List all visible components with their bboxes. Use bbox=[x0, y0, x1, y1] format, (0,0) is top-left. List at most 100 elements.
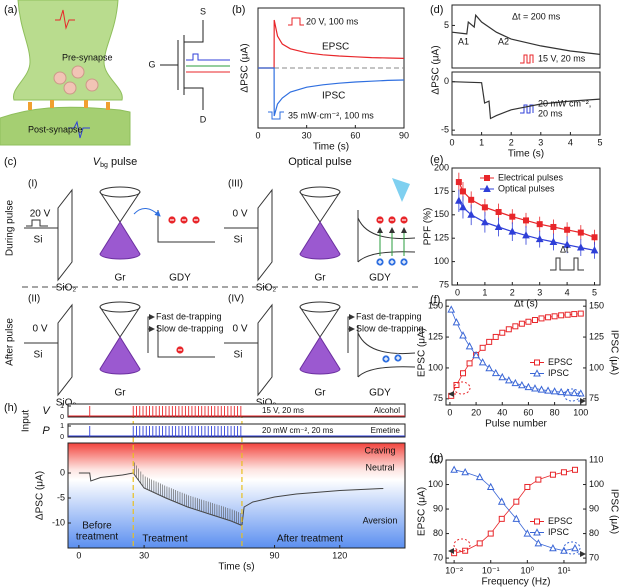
cell-gr: Gr bbox=[114, 388, 126, 399]
data-point bbox=[535, 234, 544, 243]
y2-axis-label: IPSC (μA) bbox=[608, 489, 619, 534]
data-point bbox=[531, 384, 539, 392]
y-tick-label: -5 bbox=[441, 125, 449, 135]
y-axis-label: EPSC (μA) bbox=[417, 487, 428, 536]
data-point bbox=[504, 376, 513, 384]
data-point bbox=[557, 387, 565, 396]
substrate bbox=[57, 188, 73, 282]
input-tick-label: 0 bbox=[60, 414, 64, 421]
y-axis-label: ΔPSC (μA) bbox=[35, 471, 46, 520]
data-point bbox=[478, 358, 487, 366]
dirac-cone-lower bbox=[99, 221, 141, 260]
data-point bbox=[472, 350, 480, 359]
input-tick-label: 0 bbox=[60, 434, 64, 441]
dirac-cone-top bbox=[299, 301, 341, 313]
data-point bbox=[518, 380, 526, 389]
annotation: 20 ms bbox=[538, 108, 563, 118]
y-tick-label: 150 bbox=[434, 209, 449, 219]
data-point bbox=[455, 196, 463, 204]
data-point bbox=[577, 229, 584, 236]
x-axis-label: Time (s) bbox=[313, 142, 349, 153]
annotation: 20 V, 100 ms bbox=[306, 16, 359, 26]
terminal-g: G bbox=[148, 59, 155, 69]
cell-roman: (IV) bbox=[228, 294, 244, 305]
x-tick-label: 40 bbox=[497, 407, 507, 417]
after-label: After pulse bbox=[5, 318, 16, 366]
series-line bbox=[258, 19, 405, 69]
y-tick-label: 90 bbox=[433, 503, 443, 513]
cell-sio2: SiO₂ bbox=[56, 398, 77, 409]
data-point bbox=[564, 311, 571, 318]
x-tick-label: 30 bbox=[139, 550, 149, 560]
x-tick-label: 90 bbox=[399, 130, 409, 140]
annotation: 20 mW cm⁻², bbox=[538, 98, 591, 108]
legend-marker bbox=[534, 359, 540, 366]
panel-label: (a) bbox=[4, 4, 17, 16]
dirac-cone-top bbox=[99, 186, 141, 198]
data-point bbox=[549, 544, 557, 552]
detrap-bracket bbox=[147, 314, 155, 353]
legend-label: EPSC bbox=[548, 516, 573, 526]
data-point bbox=[450, 465, 458, 473]
panel-label: (c) bbox=[4, 156, 17, 168]
data-point bbox=[571, 544, 579, 552]
y-axis-label: EPSC (μA) bbox=[417, 328, 428, 377]
input-strip bbox=[67, 423, 406, 438]
y-tick-label: 100 bbox=[428, 362, 443, 372]
cell-si: Si bbox=[234, 350, 243, 361]
panel-label: (e) bbox=[430, 154, 443, 166]
data-point bbox=[535, 476, 542, 483]
data-point bbox=[571, 466, 578, 473]
annotation: A2 bbox=[498, 36, 509, 46]
data-point bbox=[485, 364, 494, 372]
channel-name: V bbox=[42, 405, 51, 417]
channel-drug: Emetine bbox=[371, 426, 401, 435]
data-point bbox=[505, 326, 512, 333]
data-point bbox=[544, 386, 552, 394]
input-strip bbox=[67, 403, 406, 418]
y-tick-label: 100 bbox=[434, 256, 449, 266]
cell-voltage: 20 V bbox=[30, 209, 51, 220]
terminal-s: S bbox=[200, 6, 206, 16]
cell-si: Si bbox=[234, 235, 243, 246]
data-point bbox=[495, 208, 502, 215]
data-point bbox=[513, 498, 520, 505]
cell-gdy: GDY bbox=[369, 273, 391, 284]
data-point bbox=[459, 188, 466, 195]
data-point bbox=[523, 217, 529, 224]
plot-frame bbox=[451, 71, 601, 136]
series-line bbox=[78, 472, 384, 527]
cell-voltage: 0 V bbox=[32, 324, 47, 335]
x-axis-label: Frequency (Hz) bbox=[482, 577, 551, 587]
data-point bbox=[459, 331, 467, 339]
y-tick-label: 75 bbox=[439, 279, 449, 289]
x-tick-label: 5 bbox=[592, 287, 597, 297]
legend-marker bbox=[534, 518, 540, 525]
affect-state: Craving bbox=[364, 445, 395, 455]
y-tick-label: 5 bbox=[444, 20, 449, 30]
data-point bbox=[494, 222, 503, 230]
gdy-band bbox=[357, 325, 416, 378]
data-point bbox=[491, 368, 500, 377]
data-point bbox=[576, 243, 585, 251]
data-point bbox=[467, 210, 476, 218]
cell-gr: Gr bbox=[114, 273, 126, 284]
data-point bbox=[481, 218, 489, 226]
y-tick-label: -5 bbox=[57, 492, 65, 502]
guide-ellipse bbox=[563, 541, 581, 555]
data-point bbox=[523, 529, 532, 537]
y2-tick-label: 110 bbox=[589, 454, 603, 464]
substrate bbox=[257, 303, 273, 397]
data-point bbox=[497, 497, 506, 505]
data-point bbox=[522, 231, 530, 239]
channel-note: 15 V, 20 ms bbox=[262, 406, 304, 415]
cell-roman: (III) bbox=[228, 179, 243, 190]
y2-tick-label: 150 bbox=[589, 301, 604, 311]
y-tick-label: 0 bbox=[444, 76, 449, 86]
data-point bbox=[481, 204, 488, 211]
transfer-arrow bbox=[133, 208, 161, 217]
data-point bbox=[479, 344, 486, 351]
channel-drug: Alcohol bbox=[374, 406, 400, 415]
data-point bbox=[563, 388, 572, 396]
